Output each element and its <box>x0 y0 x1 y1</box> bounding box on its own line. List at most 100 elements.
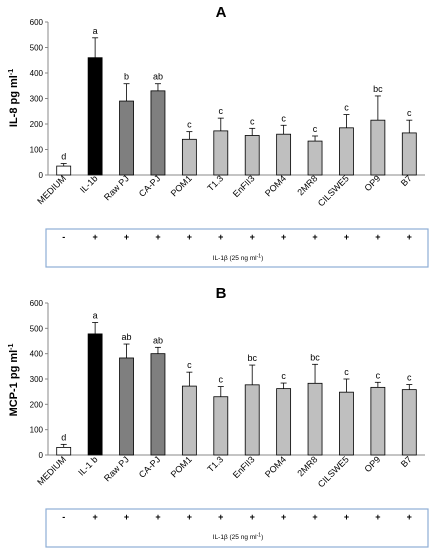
treatment-label-superscript: -1 <box>257 533 262 539</box>
category-label: CILSWE5 <box>316 454 351 489</box>
bar <box>244 384 260 456</box>
treatment-label-text: IL-1β (25 ng ml <box>213 255 257 262</box>
treatment-sign: + <box>155 512 160 522</box>
treatment-sign: + <box>92 232 97 242</box>
category-label: EnFII3 <box>231 173 257 199</box>
treatment-sign: + <box>250 512 255 522</box>
treatment-sign: - <box>62 512 65 522</box>
y-tick-label: 400 <box>30 69 44 78</box>
bar <box>401 389 417 456</box>
y-tick-label: 500 <box>30 44 44 53</box>
treatment-sign: + <box>92 512 97 522</box>
y-tick-label: 600 <box>30 299 44 308</box>
bar <box>150 90 166 176</box>
significance-letter: c <box>313 124 318 134</box>
significance-letter: c <box>250 116 255 126</box>
y-tick-label: 600 <box>30 18 44 27</box>
treatment-sign: + <box>218 512 223 522</box>
treatment-sign: + <box>344 512 349 522</box>
significance-letter: c <box>219 106 224 116</box>
bar <box>339 391 354 456</box>
bar <box>56 165 72 176</box>
bar <box>276 133 292 176</box>
bar <box>119 100 134 176</box>
treatment-sign: + <box>312 512 317 522</box>
significance-letter: c <box>187 360 192 370</box>
y-axis-label-text: IL-8 pg ml <box>8 75 20 127</box>
y-tick-label: 200 <box>30 400 44 409</box>
category-label: 2MR8 <box>295 173 319 197</box>
treatment-sign: + <box>218 232 223 242</box>
treatment-sign: + <box>281 232 286 242</box>
treatment-sign: + <box>250 232 255 242</box>
significance-letter: a <box>93 311 98 321</box>
significance-letter: d <box>61 152 66 162</box>
treatment-sign: + <box>187 512 192 522</box>
treatment-sign: + <box>281 512 286 522</box>
treatment-label-superscript: -1 <box>257 254 262 260</box>
y-tick-label: 300 <box>30 375 44 384</box>
significance-letter: bc <box>247 353 257 363</box>
bar <box>370 119 386 176</box>
significance-letter: bc <box>310 352 320 362</box>
y-tick-label: 0 <box>39 171 44 180</box>
bar <box>87 57 103 176</box>
category-label: POM4 <box>263 173 288 198</box>
treatment-label-close: ) <box>261 534 263 541</box>
significance-letter: c <box>219 375 224 385</box>
category-label: Raw PJ <box>102 173 131 202</box>
y-axis-label-superscript: -1 <box>8 69 15 75</box>
significance-letter: b <box>124 72 129 82</box>
treatment-sign: - <box>62 232 65 242</box>
treatment-sign: + <box>407 512 412 522</box>
bar <box>119 357 134 456</box>
significance-letter: c <box>187 120 192 130</box>
category-label: B7 <box>399 454 414 469</box>
bar <box>181 138 197 176</box>
treatment-sign: + <box>312 232 317 242</box>
y-tick-label: 100 <box>30 426 44 435</box>
bar <box>213 130 229 176</box>
category-label: OP9 <box>362 454 382 474</box>
significance-letter: c <box>281 371 286 381</box>
y-axis-label: MCP-1 pg ml-1 <box>8 343 20 416</box>
category-label: 2MR8 <box>295 454 319 478</box>
category-label: IL-1b <box>78 173 100 195</box>
bar <box>307 140 323 176</box>
chart-panel-a: AIL-8 pg ml-10100200300400500600dMEDIUMa… <box>8 4 429 268</box>
treatment-sign: + <box>407 232 412 242</box>
significance-letter: ab <box>153 72 163 82</box>
significance-letter: c <box>407 108 412 118</box>
y-axis-label-superscript: -1 <box>8 343 15 349</box>
category-label: POM1 <box>169 173 194 198</box>
significance-letter: c <box>344 103 349 113</box>
treatment-box <box>45 508 429 548</box>
significance-letter: c <box>376 370 381 380</box>
treatment-label: IL-1β (25 ng ml-1) <box>213 254 263 263</box>
y-tick-label: 400 <box>30 350 44 359</box>
category-label: B7 <box>399 173 414 188</box>
treatment-sign: + <box>344 232 349 242</box>
category-label: CA-PJ <box>137 454 162 479</box>
significance-letter: ab <box>122 332 132 342</box>
category-label: CILSWE5 <box>316 173 351 208</box>
treatment-box <box>45 228 429 268</box>
y-tick-label: 300 <box>30 95 44 104</box>
category-label: POM4 <box>263 454 288 479</box>
category-label: IL-1 b <box>76 454 99 477</box>
category-label: EnFII3 <box>231 454 257 480</box>
y-tick-label: 500 <box>30 324 44 333</box>
treatment-label-close: ) <box>261 255 263 262</box>
category-label: POM1 <box>169 454 194 479</box>
bar <box>401 132 417 176</box>
treatment-sign: + <box>375 232 380 242</box>
category-label: CA-PJ <box>137 173 162 198</box>
treatment-sign: + <box>375 512 380 522</box>
category-label: Raw PJ <box>102 454 131 483</box>
treatment-sign: + <box>124 232 129 242</box>
bar <box>213 396 229 456</box>
bar <box>276 388 292 456</box>
significance-letter: c <box>281 113 286 123</box>
